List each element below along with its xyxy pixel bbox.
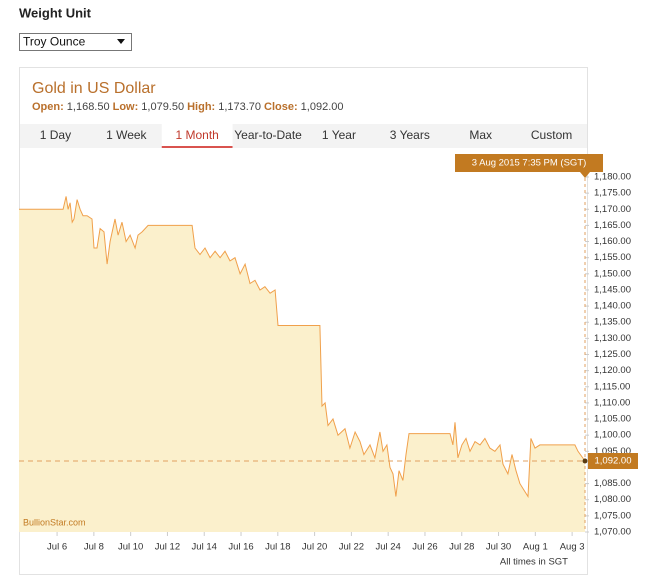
y-tick-label: 1,105.00 bbox=[594, 414, 631, 425]
x-tick-label: Jul 16 bbox=[228, 542, 253, 553]
y-tick-label: 1,130.00 bbox=[594, 333, 631, 344]
last-point bbox=[582, 458, 588, 464]
tab-label[interactable]: 1 Month bbox=[176, 128, 219, 142]
tab[interactable] bbox=[516, 124, 587, 148]
tab[interactable] bbox=[303, 124, 375, 148]
source: BullionStar.com bbox=[23, 517, 86, 527]
tab-underline[interactable] bbox=[161, 146, 233, 148]
weight-unit-label: Weight Unit bbox=[19, 5, 92, 20]
last-value-box bbox=[588, 453, 638, 469]
tab[interactable] bbox=[232, 124, 304, 148]
tabs: 1 Day 1 Week 1 Month Year-to-Date 1 Year 3 Ye… bbox=[20, 124, 587, 148]
select-arrow[interactable] bbox=[117, 39, 125, 44]
y-tick-label: 1,115.00 bbox=[594, 381, 630, 392]
x-tick-label: Jul 30 bbox=[486, 542, 511, 553]
tab[interactable] bbox=[374, 124, 446, 148]
tooltip-box bbox=[455, 154, 603, 172]
tooltip-pointer bbox=[580, 172, 590, 178]
stat-value: 1,092.00 bbox=[301, 101, 344, 113]
x-tick-label: Aug 3 bbox=[560, 542, 585, 553]
y-tick-label: 1,125.00 bbox=[594, 349, 631, 360]
x-tick-label: Jul 10 bbox=[118, 542, 143, 553]
x-tick-label: Jul 28 bbox=[449, 542, 474, 553]
last-value-label: 1,092.00 bbox=[595, 456, 632, 467]
tab-label[interactable]: 1 Week bbox=[106, 128, 147, 142]
tab-label[interactable]: 1 Year bbox=[322, 128, 356, 142]
stat-label: Close: bbox=[264, 101, 298, 113]
y-tick-label: 1,160.00 bbox=[594, 236, 631, 247]
stat-label: High: bbox=[187, 101, 215, 113]
y-tick-label: 1,135.00 bbox=[594, 317, 631, 328]
stat-label: Open: bbox=[32, 101, 64, 113]
select-box[interactable] bbox=[19, 33, 132, 51]
x-tick-label: Jul 26 bbox=[412, 542, 437, 553]
y-tick-label: 1,175.00 bbox=[594, 188, 631, 199]
tab[interactable] bbox=[20, 124, 91, 148]
time-note: All times in SGT bbox=[500, 557, 568, 568]
panel-title: Gold in US Dollar bbox=[32, 80, 156, 97]
unit-select[interactable]: Troy Ounce bbox=[19, 33, 132, 51]
y-tick-label: 1,120.00 bbox=[594, 365, 631, 376]
y-tick-label: 1,095.00 bbox=[594, 446, 631, 457]
tab[interactable] bbox=[445, 124, 517, 148]
y-tick-label: 1,165.00 bbox=[594, 220, 631, 231]
x-tick-label: Aug 1 bbox=[523, 542, 548, 553]
stat-label: Low: bbox=[113, 101, 139, 113]
x-tick-label: Jul 12 bbox=[155, 542, 180, 553]
tab-label[interactable]: Max bbox=[469, 128, 492, 142]
area-fill bbox=[19, 196, 585, 532]
y-tick-label: 1,150.00 bbox=[594, 268, 631, 279]
x-tick-label: Jul 22 bbox=[339, 542, 364, 553]
tab-label[interactable]: Custom bbox=[531, 128, 572, 142]
y-tick-label: 1,180.00 bbox=[594, 172, 631, 183]
tab[interactable] bbox=[161, 124, 233, 148]
y-tick-label: 1,085.00 bbox=[594, 478, 631, 489]
y-tick-label: 1,075.00 bbox=[594, 510, 631, 521]
chart: 1,070.00 1,075.00 1,080.00 1,085.00 1,095.00… bbox=[19, 154, 638, 568]
stat-value: 1,168.50 bbox=[67, 101, 110, 113]
tab[interactable] bbox=[90, 124, 162, 148]
x-tick-label: Jul 8 bbox=[84, 542, 104, 553]
y-tick-label: 1,145.00 bbox=[594, 284, 631, 295]
stats: Open: 1,168.50 Low: 1,079.50 High: 1,173.70 Cl… bbox=[32, 101, 344, 113]
stat-value: 1,173.70 bbox=[218, 101, 261, 113]
tab-label[interactable]: 1 Day bbox=[40, 128, 71, 142]
x-tick-label: Jul 24 bbox=[375, 542, 400, 553]
y-tick-label: 1,070.00 bbox=[594, 527, 631, 538]
tooltip-text: 3 Aug 2015 7:35 PM (SGT) bbox=[472, 158, 587, 169]
y-tick-label: 1,110.00 bbox=[594, 397, 630, 408]
stat-value: 1,079.50 bbox=[141, 101, 184, 113]
y-tick-label: 1,080.00 bbox=[594, 494, 631, 505]
y-tick-label: 1,155.00 bbox=[594, 252, 631, 263]
price-line bbox=[19, 196, 586, 499]
x-tick-label: Jul 14 bbox=[192, 542, 217, 553]
y-tick-label: 1,100.00 bbox=[594, 430, 631, 441]
tab-label[interactable]: 3 Years bbox=[390, 128, 430, 142]
x-tick-label: Jul 6 bbox=[47, 542, 67, 553]
y-tick-label: 1,140.00 bbox=[594, 301, 631, 312]
x-tick-label: Jul 20 bbox=[302, 542, 327, 553]
y-tick-label: 1,170.00 bbox=[594, 204, 631, 215]
tab-label[interactable]: Year-to-Date bbox=[234, 128, 302, 142]
select-value[interactable]: Troy Ounce bbox=[23, 35, 86, 49]
x-tick-label: Jul 18 bbox=[265, 542, 290, 553]
